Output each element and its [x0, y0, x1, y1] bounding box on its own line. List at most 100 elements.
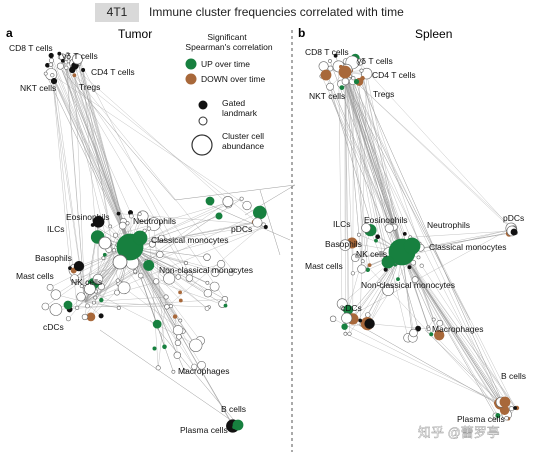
- figure-caption: Immune cluster frequencies correlated wi…: [149, 5, 404, 19]
- network-edge: [362, 78, 396, 265]
- network-edge: [344, 71, 411, 238]
- label-b-neut: Neutrophils: [427, 220, 470, 230]
- network-edge: [335, 55, 403, 253]
- label-a-plasma: Plasma cells: [180, 425, 228, 435]
- network-edge: [129, 246, 195, 367]
- label-a-cmono: Classical monocytes: [151, 235, 228, 245]
- network-edge: [129, 246, 215, 287]
- cluster-node: [93, 295, 98, 300]
- cluster-node: [436, 319, 444, 327]
- cluster-node: [41, 302, 50, 311]
- network-edge: [362, 78, 421, 248]
- cluster-node: [178, 318, 183, 323]
- cluster-node: [156, 250, 164, 259]
- cluster-node: [172, 325, 184, 336]
- cluster-node: [168, 304, 173, 309]
- label-a-ncmono: Non-classical monocytes: [159, 265, 253, 275]
- cluster-node: [351, 76, 356, 81]
- cluster-node: [230, 268, 235, 273]
- cluster-node: [358, 318, 363, 323]
- legend-up-swatch: [185, 58, 197, 70]
- network-edge: [51, 55, 131, 248]
- network-edge: [129, 246, 235, 428]
- cluster-node: [341, 323, 348, 330]
- cluster-node: [114, 289, 120, 296]
- cluster-node: [171, 369, 176, 374]
- cluster-node: [112, 248, 117, 253]
- cluster-node: [64, 65, 69, 70]
- network-edge: [96, 151, 131, 248]
- legend-abundance-line2: abundance: [222, 141, 264, 151]
- cluster-node: [43, 71, 48, 76]
- cluster-node: [263, 225, 268, 230]
- cluster-node: [347, 331, 352, 336]
- cluster-node: [116, 211, 121, 216]
- cluster-node: [228, 271, 234, 277]
- network-edge: [344, 71, 377, 241]
- network-edge: [148, 212, 260, 266]
- cluster-node: [118, 221, 127, 230]
- cluster-node: [108, 224, 113, 229]
- cluster-node: [504, 416, 509, 421]
- label-a-cd8: CD8 T cells: [9, 43, 53, 53]
- network-edges: [45, 53, 518, 428]
- cluster-node: [69, 66, 76, 74]
- cluster-node: [178, 290, 183, 295]
- cluster-node: [341, 312, 353, 324]
- label-b-ncmono: Non-classical monocytes: [361, 280, 455, 290]
- cluster-node: [431, 317, 436, 322]
- legend-down-label: DOWN over time: [201, 74, 266, 84]
- cluster-node: [360, 259, 365, 264]
- cluster-node: [360, 75, 365, 81]
- network-edge: [410, 230, 512, 238]
- figure-tag: 4T1: [95, 3, 139, 22]
- cluster-node: [175, 274, 181, 280]
- label-b-baso: Basophils: [325, 239, 362, 249]
- cluster-node: [343, 331, 348, 336]
- cluster-node-large: [320, 69, 332, 81]
- cluster-node: [509, 406, 514, 412]
- cluster-node: [359, 68, 364, 73]
- cluster-node: [426, 327, 431, 332]
- network-edge: [174, 316, 178, 356]
- cluster-node: [164, 304, 170, 310]
- cluster-node: [361, 67, 373, 80]
- network-edge: [84, 271, 136, 303]
- cluster-node: [146, 226, 151, 231]
- label-a-ilc: ILCs: [47, 224, 64, 234]
- cluster-node: [376, 281, 381, 286]
- network-edge: [344, 71, 409, 338]
- network-edge: [424, 329, 506, 409]
- label-a-baso: Basophils: [35, 253, 72, 263]
- cluster-node: [434, 330, 445, 341]
- cluster-node: [147, 217, 161, 231]
- label-b-mast: Mast cells: [305, 261, 343, 271]
- cluster-node: [116, 305, 121, 310]
- network-edge: [344, 71, 516, 233]
- cluster-node: [223, 303, 228, 308]
- network-edge: [401, 251, 506, 409]
- cluster-node: [152, 346, 157, 351]
- network-edge: [344, 71, 516, 409]
- cluster-node: [153, 278, 160, 285]
- label-a-neut: Neutrophils: [133, 216, 176, 226]
- cluster-node: [49, 303, 63, 316]
- legend-title-line1: Significant: [207, 32, 247, 42]
- legend-abundance-large: [191, 134, 213, 156]
- label-b-ilc: ILCs: [333, 219, 350, 229]
- cluster-node: [56, 62, 64, 70]
- network-edge: [401, 251, 413, 338]
- network-edge: [158, 296, 167, 368]
- figure-header: 4T1 Immune cluster frequencies correlate…: [0, 0, 538, 26]
- cluster-node: [60, 58, 65, 63]
- legend: Significant Spearman's correlation UP ov…: [185, 32, 273, 156]
- network-edge: [344, 71, 388, 229]
- network-edge: [344, 71, 403, 253]
- cluster-node-large: [232, 419, 244, 431]
- label-b-tregs: Tregs: [373, 89, 394, 99]
- network-edge: [428, 328, 501, 404]
- legend-abundance-line1: Cluster cell: [222, 131, 264, 141]
- legend-title-line2: Spearman's correlation: [185, 42, 272, 52]
- cluster-node: [383, 267, 388, 272]
